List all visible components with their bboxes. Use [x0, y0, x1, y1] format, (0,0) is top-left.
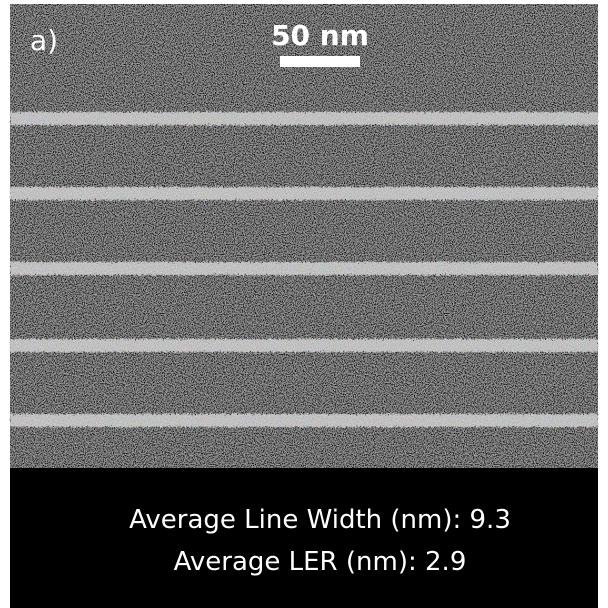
micrograph: a) 50 nm: [10, 4, 598, 468]
stat-label: Average LER (nm):: [174, 547, 417, 577]
resist-line: [10, 112, 598, 125]
resist-line: [10, 262, 598, 275]
micrograph-noise: [10, 4, 598, 468]
resist-line: [10, 187, 598, 200]
resist-line: [10, 339, 598, 352]
stat-value: 2.9: [425, 547, 466, 577]
scale-bar: [280, 56, 360, 67]
stat-line: Average Line Width (nm): 9.3: [129, 505, 511, 535]
stat-value: 9.3: [470, 505, 511, 535]
stat-line: Average LER (nm): 2.9: [174, 547, 467, 577]
resist-line: [10, 414, 598, 427]
scale-bar-label: 50 nm: [271, 19, 369, 52]
resist-lines: [10, 112, 598, 427]
caption-panel: [10, 468, 598, 608]
stat-label: Average Line Width (nm):: [129, 505, 461, 535]
panel-label: a): [30, 24, 58, 57]
